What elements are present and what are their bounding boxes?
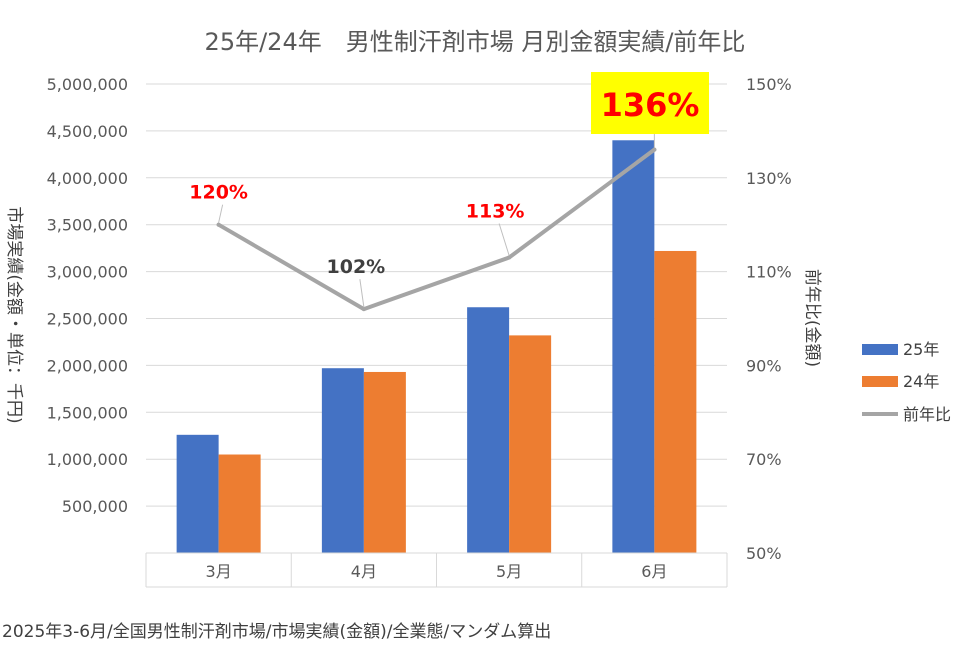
bars — [176, 140, 697, 554]
x-tick-label: 6月 — [641, 562, 667, 581]
y-tick-label: 500,000 — [62, 497, 128, 516]
y2-tick-label: 50% — [746, 544, 782, 563]
ratio-line — [216, 147, 657, 312]
y2-tick-label: 70% — [746, 450, 782, 469]
y-tick-label: 1,500,000 — [47, 403, 128, 422]
footnote: 2025年3-6月/全国男性制汗剤市場/市場実績(金額)/全業態/マンダム算出 — [2, 622, 551, 642]
y-axis-title-left: 市場実績(金額・単位：千円) — [4, 206, 24, 423]
y2-tick-label: 110% — [746, 263, 792, 282]
y-tick-label: 2,500,000 — [47, 310, 128, 329]
ratio-label-5月: 113% — [466, 201, 525, 223]
ratio-label-leader — [498, 223, 510, 256]
ratio-label-leader — [218, 204, 224, 223]
ratio-label-highlight-bg — [591, 72, 709, 134]
y2-tick-label: 130% — [746, 169, 792, 188]
bar-24年-6月 — [654, 250, 697, 554]
bar-24年-3月 — [218, 454, 261, 553]
ratio-line-path — [216, 147, 657, 312]
ratio-label-3月: 120% — [189, 182, 248, 204]
x-axis: 3月 4月 5月 6月 — [145, 552, 728, 588]
ratio-label-leader — [359, 279, 365, 308]
legend: 25年 24年 前年比 — [862, 340, 951, 424]
x-tick-label: 3月 — [206, 562, 232, 581]
y-axis-title-right: 前年比(金額) — [802, 269, 822, 367]
x-tick-label: 4月 — [351, 562, 377, 581]
y-tick-label: 4,000,000 — [47, 169, 128, 188]
ratio-label-4月: 102% — [327, 256, 386, 278]
y-tick-label: 3,500,000 — [47, 216, 128, 235]
legend-label-ratio: 前年比 — [903, 405, 951, 424]
y-tick-label: 4,500,000 — [47, 122, 128, 141]
y-tick-label: 5,000,000 — [47, 75, 128, 94]
legend-swatch-25 — [862, 344, 898, 355]
bar-24年-4月 — [363, 371, 406, 553]
legend-swatch-24 — [862, 376, 898, 387]
y-axis-left: 500,000 1,000,000 1,500,000 2,000,000 2,500,… — [47, 75, 128, 516]
bar-25年-3月 — [176, 434, 219, 553]
ratio-point-3月 — [216, 222, 221, 227]
y2-tick-label: 150% — [746, 75, 792, 94]
legend-label-25: 25年 — [903, 340, 939, 359]
y-tick-label: 2,000,000 — [47, 356, 128, 375]
y-axis-right: 50% 70% 90% 110% 130% 150% — [746, 75, 792, 563]
ratio-point-5月 — [507, 255, 512, 260]
ratio-label-6月: 136% — [601, 86, 700, 124]
y-tick-label: 1,000,000 — [47, 450, 128, 469]
x-tick-label: 5月 — [496, 562, 522, 581]
legend-label-24: 24年 — [903, 372, 939, 391]
bar-25年-6月 — [612, 140, 655, 553]
bar-24年-5月 — [509, 335, 552, 553]
y-tick-label: 3,000,000 — [47, 263, 128, 282]
bar-25年-5月 — [467, 307, 510, 553]
ratio-point-4月 — [361, 307, 366, 312]
bar-25年-4月 — [321, 368, 364, 553]
chart-title: 25年/24年 男性制汗剤市場 月別金額実績/前年比 — [205, 28, 746, 56]
ratio-point-6月 — [652, 147, 657, 152]
ratio-labels: 120% 102% 113% 136% — [189, 72, 709, 308]
y2-tick-label: 90% — [746, 356, 782, 375]
